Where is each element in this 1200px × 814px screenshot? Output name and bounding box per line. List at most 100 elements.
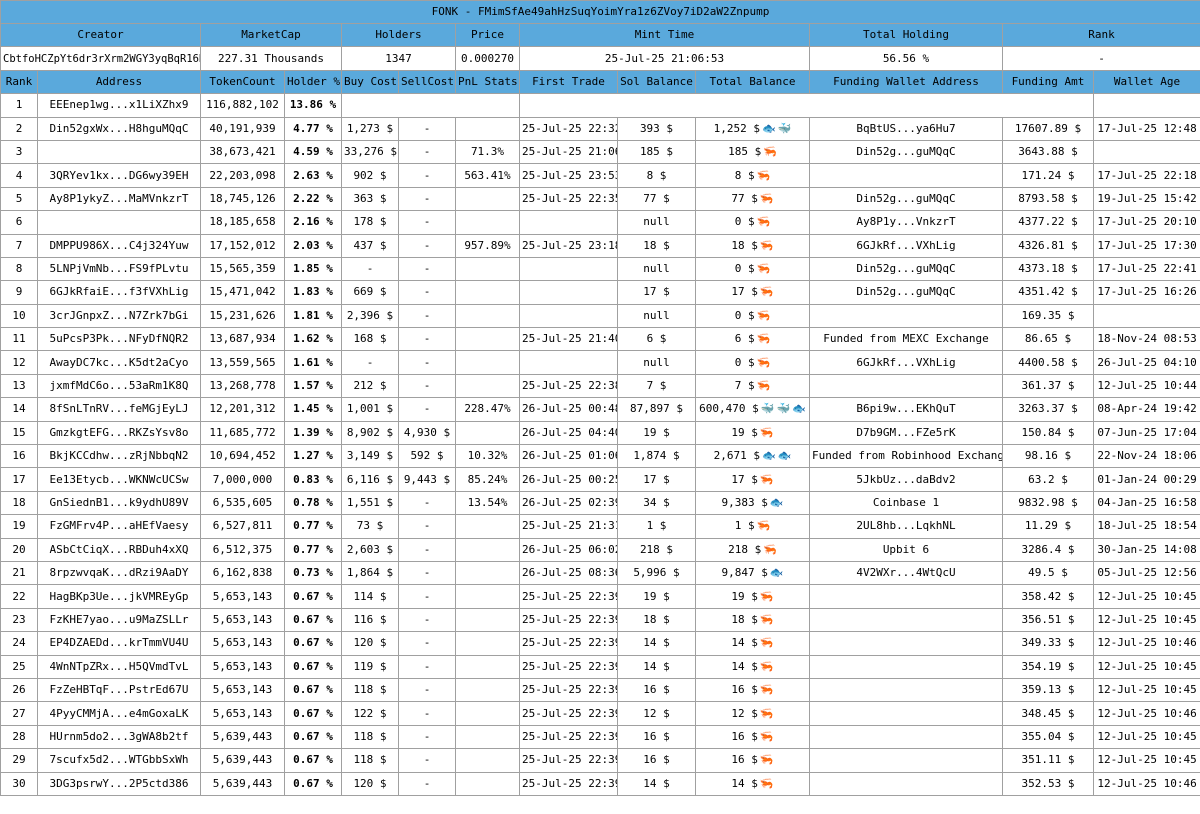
address-cell[interactable]: BeYcNnVyA...zPvaPPL5d xyxy=(37,210,201,235)
first-trade-cell: 25-Jul-25 22:35 xyxy=(519,186,618,212)
table-row: 1 EEEnep1wg...x1LiXZhx9 116,882,102 13.86 %… xyxy=(0,93,1200,118)
funding-wallet-cell[interactable]: 6GJkRf...VXhLig xyxy=(809,350,1003,375)
wallet-age-cell: 12-Jul-25 10:45 xyxy=(1092,607,1200,633)
address-cell[interactable]: 5uPcsP3Pk...NFyDfNQR2 xyxy=(37,327,201,352)
wallet-age-cell: 12-Jul-25 10:45 xyxy=(1092,724,1200,750)
address-cell[interactable]: Ee13Etycb...WKNWcUCSw xyxy=(37,467,201,492)
total-balance-value: 14 $ xyxy=(731,636,758,650)
funding-wallet-cell[interactable]: Din52g...guMQqC xyxy=(809,139,1003,165)
shrimp-icon: 🦐 xyxy=(759,238,774,252)
address-cell[interactable]: EP4DZAEDd...krTmmVU4U xyxy=(37,631,201,656)
funding-wallet-cell[interactable]: Funded from MEXC Exchange xyxy=(809,327,1003,352)
address-cell[interactable]: DMPPU986X...C4j324Yuw xyxy=(37,233,201,258)
funding-wallet-cell[interactable]: 7L4qTR...2YXK1n xyxy=(809,724,1003,750)
funding-wallet-cell[interactable]: Coinbase 1 xyxy=(809,490,1003,516)
address-cell[interactable]: 5LNPjVmNb...FS9fPLvtu xyxy=(37,256,201,282)
funding-wallet-cell[interactable]: 7L4qTR...2YXK1n xyxy=(809,584,1003,609)
address-cell[interactable]: HUrnm5do2...3gWA8b2tf xyxy=(37,724,201,750)
funding-wallet-cell[interactable]: D7b9GM...FZe5rK xyxy=(809,420,1003,446)
address-cell[interactable]: jxmfMdC6o...53aRm1K8Q xyxy=(37,373,201,399)
holder-pct-cell: 4.59 % xyxy=(284,139,342,165)
address-cell[interactable]: 3crJGnpxZ...N7Zrk7bGi xyxy=(37,303,201,329)
funding-amt-cell: 3286.4 $ xyxy=(1002,537,1094,562)
funding-wallet-cell[interactable]: Upbit 6 xyxy=(809,537,1003,562)
sol-balance-cell: 18 $ xyxy=(617,233,696,258)
sol-balance-cell: 87,897 $ xyxy=(617,397,696,422)
holder-pct-cell: 1.45 % xyxy=(284,397,342,422)
address-cell[interactable]: 4WnNTpZRx...H5QVmdTvL xyxy=(37,654,201,679)
rank-header: Rank xyxy=(1001,22,1200,48)
pnl-cell: -10.89% xyxy=(455,560,520,586)
funding-wallet-cell[interactable]: Din52g...guMQqC xyxy=(809,280,1003,305)
funding-wallet-cell[interactable]: 7L4qTR...2YXK1n xyxy=(809,748,1003,773)
funding-wallet-cell[interactable]: 2UL8hb...LqkhNL xyxy=(809,514,1003,539)
address-cell[interactable]: 7scufx5d2...WTGbbSxWh xyxy=(37,748,201,773)
funding-wallet-cell[interactable]: 7L4qTR...2YXK1n xyxy=(809,771,1003,796)
pnl-cell: 1695.29% xyxy=(455,116,520,141)
address-cell[interactable]: ASbCtCiqX...RBDuh4xXQ xyxy=(37,537,201,562)
address-cell[interactable]: Din52gxWx...H8hguMQqC xyxy=(37,116,201,141)
token-count-cell: 18,185,658 xyxy=(200,210,285,235)
funding-wallet-cell[interactable]: 5JkbUz...daBdv2 xyxy=(809,467,1003,492)
funding-wallet-cell[interactable]: 6GJkRf...VXhLig xyxy=(809,233,1003,258)
funding-wallet-cell[interactable]: 7L4qTR...2YXK1n xyxy=(809,654,1003,679)
holders-table: FONK - FMimSfAe49ahHzSuqYoimYra1z6ZVoy7i… xyxy=(0,0,1200,796)
address-cell[interactable]: 4PyyCMMjA...e4mGoxaLK xyxy=(37,701,201,726)
first-trade-cell: 25-Jul-25 22:39 xyxy=(519,607,618,633)
wallet-age-cell: 18-Jul-25 18:54 xyxy=(1092,514,1200,539)
address-cell[interactable]: HagBKp3Ue...jkVMREyGp xyxy=(37,584,201,609)
rank-value: - xyxy=(1001,46,1200,71)
address-cell[interactable]: EEEnep1wg...x1LiXZhx9 xyxy=(37,93,201,118)
wallet-age-column-header: Wallet Age xyxy=(1092,69,1200,95)
wallet-age-cell: 01-Jan-24 00:29 xyxy=(1092,467,1200,492)
creator-address[interactable]: CbtfoHCZpYt6dr3rXrm2WGY3yqBqR16Hh89vEbhD… xyxy=(0,46,201,71)
funding-wallet-cell[interactable]: Funded from Robinhood Exchange xyxy=(809,444,1003,469)
sol-balance-cell: 34 $ xyxy=(617,490,696,516)
funding-wallet-cell[interactable]: Token Creator Account xyxy=(809,303,1003,329)
address-cell[interactable]: 8fSnLTnRV...feMGjEyLJ xyxy=(37,397,201,422)
address-cell[interactable]: 6GJkRfaiE...f3fVXhLig xyxy=(37,280,201,305)
total-balance-cell: 16 $ 🦐 xyxy=(695,748,810,773)
address-cell[interactable]: 3QRYev1kx...DG6wy39EH xyxy=(37,163,201,188)
shrimp-icon: 🦐 xyxy=(756,308,771,322)
funding-wallet-cell[interactable]: 7L4qTR...2YXK1n xyxy=(809,373,1003,399)
funding-wallet-cell[interactable]: B6pi9w...EKhQuT xyxy=(809,397,1003,422)
total-balance-column-header: Total Balance xyxy=(695,69,810,95)
first-trade-cell: Wallet Transfer xyxy=(519,350,618,375)
sell-cost-cell: - xyxy=(398,748,456,773)
funding-wallet-cell[interactable]: 4V2WXr...4WtQcU xyxy=(809,560,1003,586)
funding-wallet-cell[interactable]: 7L4qTR...2YXK1n xyxy=(809,631,1003,656)
buy-cost-cell: 1,864 $ xyxy=(341,560,399,586)
address-cell[interactable]: 8rpzwvqaK...dRzi9AaDY xyxy=(37,560,201,586)
buy-cost-cell: 3,149 $ xyxy=(341,444,399,469)
address-cell[interactable]: FzKHE7yao...u9MaZSLLr xyxy=(37,607,201,633)
address-cell[interactable]: GmzkgtEFG...RKZsYsv8o xyxy=(37,420,201,446)
address-cell[interactable]: FzGMFrv4P...aHEfVaesy xyxy=(37,514,201,539)
holder-pct-cell: 1.61 % xyxy=(284,350,342,375)
funding-wallet-cell[interactable]: BeYcNn...aPPL5d xyxy=(809,163,1003,188)
funding-wallet-cell[interactable]: 7L4qTR...2YXK1n xyxy=(809,607,1003,633)
address-cell[interactable]: Token Creator Account xyxy=(37,139,201,165)
address-cell[interactable]: BkjKCCdhw...zRjNbbqN2 xyxy=(37,444,201,469)
address-cell[interactable]: AwayDC7kc...K5dt2aCyo xyxy=(37,350,201,375)
funding-amt-cell: 86.65 $ xyxy=(1002,327,1094,352)
sell-cost-cell: - xyxy=(398,327,456,352)
address-cell[interactable]: FzZeHBTqF...PstrEd67U xyxy=(37,677,201,703)
address-cell[interactable]: GnSiednB1...k9ydhU89V xyxy=(37,490,201,516)
sell-cost-cell: - xyxy=(398,771,456,796)
funding-wallet-cell[interactable]: 7L4qTR...2YXK1n xyxy=(809,701,1003,726)
funding-wallet-cell[interactable]: Din52g...guMQqC xyxy=(809,256,1003,282)
sol-balance-cell: 5,996 $ xyxy=(617,560,696,586)
pnl-cell: 1188.14% xyxy=(455,748,520,773)
total-balance-cell: 14 $ 🦐 xyxy=(695,654,810,679)
token-count-cell: 5,653,143 xyxy=(200,631,285,656)
total-balance-cell: 218 $ 🦐 xyxy=(695,537,810,562)
first-trade-cell: Wallet Transfer xyxy=(519,210,618,235)
funding-wallet-cell[interactable]: BqBtUS...ya6Hu7 xyxy=(809,116,1003,141)
funding-wallet-cell[interactable]: Ay8P1y...VnkzrT xyxy=(809,210,1003,235)
address-cell[interactable]: 3DG3psrwY...2P5ctd386 xyxy=(37,771,201,796)
funding-wallet-cell[interactable]: 7L4qTR...2YXK1n xyxy=(809,677,1003,703)
address-cell[interactable]: Ay8P1ykyZ...MaMVnkzrT xyxy=(37,186,201,212)
holder-pct-cell: 1.39 % xyxy=(284,420,342,446)
funding-wallet-cell[interactable]: Din52g...guMQqC xyxy=(809,186,1003,212)
